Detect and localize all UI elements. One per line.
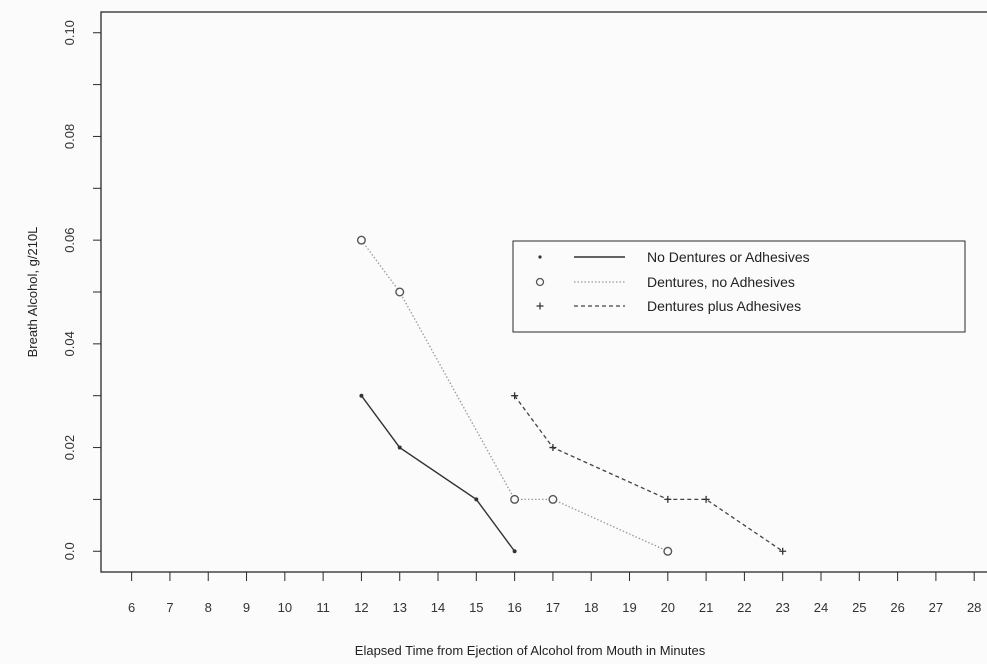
data-point (779, 547, 787, 555)
plus-marker-icon (536, 302, 544, 310)
legend-label: No Dentures or Adhesives (647, 249, 810, 265)
x-tick-label: 12 (354, 600, 368, 615)
plot-frame (100, 11, 987, 573)
legend-label: Dentures plus Adhesives (647, 298, 801, 314)
data-point (663, 546, 673, 556)
series-line (514, 395, 784, 552)
y-tick-label: 0.04 (62, 331, 77, 356)
x-tick-label: 9 (243, 600, 250, 615)
y-tick-label: 0.06 (62, 227, 77, 252)
x-tick-label: 11 (316, 600, 330, 615)
series-1 (359, 393, 517, 554)
data-point (356, 235, 366, 245)
x-tick-label: 15 (469, 600, 483, 615)
x-tick-label: 26 (890, 600, 904, 615)
y-tick-label: 0.08 (62, 124, 77, 149)
circle-marker-icon (535, 277, 545, 287)
x-tick-label: 14 (431, 600, 445, 615)
x-tick-label: 24 (814, 600, 828, 615)
series-3 (511, 392, 787, 555)
x-tick-label: 13 (392, 600, 406, 615)
x-tick-label: 10 (278, 600, 292, 615)
y-tick-label: 0.02 (62, 435, 77, 460)
y-tick-label: 0.0 (62, 542, 77, 560)
x-tick-label: 17 (546, 600, 560, 615)
data-point (549, 444, 557, 452)
x-tick-label: 28 (967, 600, 981, 615)
y-axis: 0.0 0.02 0.04 0.06 0.08 0.10 (62, 20, 101, 560)
legend-entry-no-dentures: No Dentures or Adhesives (538, 249, 810, 265)
x-tick-label: 18 (584, 600, 598, 615)
data-point (395, 287, 405, 297)
y-axis-title: Breath Alcohol, g/210L (25, 227, 40, 358)
x-tick-label: 7 (166, 600, 173, 615)
x-tick-label: 23 (775, 600, 789, 615)
data-point (511, 392, 519, 400)
data-point (548, 494, 558, 504)
x-tick-label: 19 (622, 600, 636, 615)
legend: No Dentures or Adhesives Dentures, no Ad… (512, 240, 966, 333)
data-point (510, 494, 520, 504)
x-tick-label: 20 (661, 600, 675, 615)
data-point (397, 445, 402, 450)
x-axis: 6 7 8 9 10 11 12 13 14 15 16 17 18 19 20 21 22 23 24 25 26 27… (128, 572, 981, 615)
data-point (664, 495, 672, 503)
data-point (359, 393, 364, 398)
data-point (512, 549, 517, 554)
x-tick-label: 27 (929, 600, 943, 615)
x-tick-label: 25 (852, 600, 866, 615)
x-tick-label: 16 (507, 600, 521, 615)
legend-label: Dentures, no Adhesives (647, 274, 795, 290)
legend-entry-dentures-no-adhesives: Dentures, no Adhesives (535, 274, 795, 290)
series-2 (356, 235, 673, 556)
y-tick-label: 0.10 (62, 20, 77, 45)
legend-box (512, 240, 966, 333)
x-tick-label: 21 (699, 600, 713, 615)
dot-marker-icon (538, 255, 542, 259)
x-tick-label: 22 (737, 600, 751, 615)
x-tick-label: 8 (205, 600, 212, 615)
legend-entry-dentures-plus-adhesives: Dentures plus Adhesives (536, 298, 801, 314)
series-layer (356, 235, 787, 556)
x-tick-label: 6 (128, 600, 135, 615)
data-point (702, 495, 710, 503)
data-point (474, 497, 479, 502)
series-line (360, 395, 516, 552)
x-axis-title: Elapsed Time from Ejection of Alcohol fr… (355, 643, 706, 658)
